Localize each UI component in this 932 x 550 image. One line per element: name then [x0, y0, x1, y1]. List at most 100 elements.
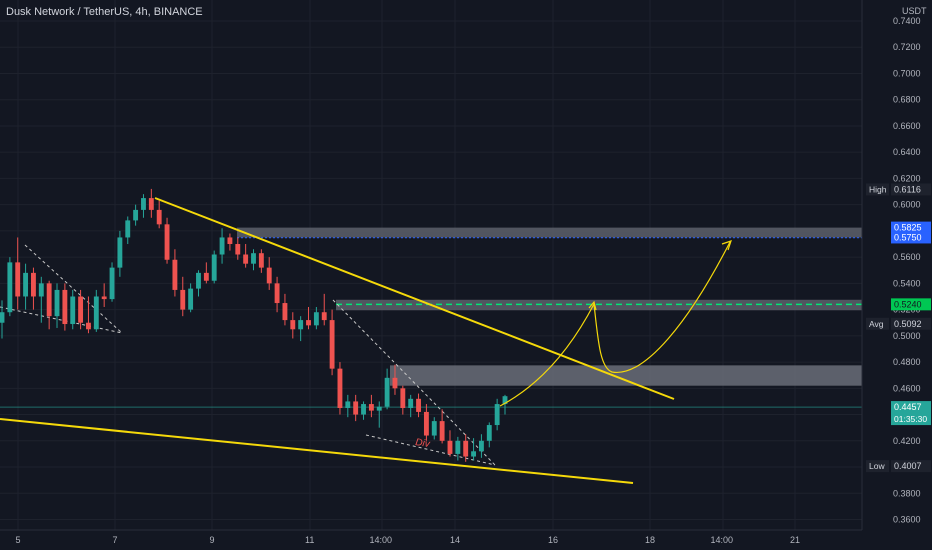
chart-title: Dusk Network / TetherUS, 4h, BINANCE: [6, 6, 203, 18]
current-price-value: 0.4457: [894, 402, 922, 412]
projection-arrow-path: [499, 241, 731, 407]
candle-body: [494, 404, 500, 426]
green-level-price-bg: [891, 298, 931, 311]
demand-zone: [390, 365, 862, 386]
candle-body: [408, 398, 414, 408]
candle-body: [148, 198, 154, 210]
y-tick-label: 0.7400: [893, 16, 921, 26]
candle-body: [392, 377, 398, 389]
candle-body: [368, 404, 374, 411]
currency-label: USDT: [902, 6, 927, 16]
x-tick-label: 14:00: [711, 535, 734, 545]
low-tag: Low: [869, 461, 885, 471]
current-countdown: 01:35:30: [894, 414, 927, 424]
high-tag-bg: [866, 183, 889, 196]
green-level-price: 0.5240: [894, 299, 922, 309]
candle-body: [290, 320, 296, 330]
candle-body: [306, 320, 311, 326]
candle-body: [274, 283, 280, 304]
arrowhead: [721, 240, 732, 251]
y-tick-label: 0.3600: [893, 515, 921, 525]
avg-tag-bg: [866, 317, 889, 330]
x-tick-label: 14: [450, 535, 460, 545]
low-value-bg: [891, 460, 931, 473]
descending-trendline: [154, 197, 675, 400]
candle-body: [243, 254, 249, 264]
candle-body: [78, 296, 84, 323]
y-tick-label: 0.5400: [893, 278, 921, 288]
wedge-dashed-line: [24, 244, 123, 334]
x-tick-label: 9: [210, 535, 215, 545]
candle-body: [86, 322, 91, 330]
candle-body: [329, 320, 335, 369]
x-tick-label: 7: [113, 535, 118, 545]
candle-body: [423, 411, 429, 436]
candle-body: [266, 267, 272, 284]
y-tick-label: 0.6000: [893, 200, 921, 210]
x-tick-label: 18: [645, 535, 655, 545]
high-tag: High: [869, 184, 887, 194]
div-annotation: Div: [415, 437, 432, 450]
y-tick-label: 0.4600: [893, 383, 921, 393]
x-tick-label: 21: [790, 535, 800, 545]
y-tick-label: 0.4200: [893, 436, 921, 446]
resistance-zone: [237, 227, 862, 238]
y-tick-label: 0.3800: [893, 488, 921, 498]
candle-body: [282, 303, 288, 321]
candle-body: [337, 368, 343, 408]
candle-body: [251, 253, 256, 264]
candle-body: [172, 259, 178, 290]
high-value-bg: [891, 183, 931, 196]
zone-top-price: 0.5825: [894, 223, 922, 233]
zone-top-price-bg: [891, 221, 931, 234]
candle-body: [439, 421, 445, 441]
zone-bottom-price: 0.5750: [894, 232, 922, 242]
support-trendline: [0, 418, 634, 484]
candle-body: [313, 312, 319, 326]
candle-body: [258, 253, 264, 268]
candle-body: [376, 406, 382, 411]
candle-body: [431, 421, 437, 436]
candle-body: [23, 272, 29, 297]
x-tick-label: 16: [548, 535, 558, 545]
candle-body: [180, 289, 186, 310]
candle-body: [125, 220, 131, 238]
price-axis-panel: [862, 0, 932, 550]
wedge-dashed-line: [332, 299, 496, 466]
candle-body: [384, 377, 390, 407]
candle-body: [133, 209, 139, 221]
candle-body: [7, 262, 13, 313]
candle-body: [0, 312, 5, 323]
candle-body: [235, 244, 241, 255]
candle-body: [156, 209, 162, 225]
y-tick-label: 0.7200: [893, 42, 921, 52]
candle-body: [117, 237, 123, 268]
zone-bottom-price-bg: [891, 231, 931, 244]
avg-value: 0.5092: [894, 319, 922, 329]
candle-body: [31, 272, 36, 297]
candle-body: [298, 320, 304, 330]
wedge-dashed-line: [0, 306, 123, 334]
arrowhead: [588, 300, 597, 311]
candle-body: [455, 440, 461, 454]
candle-body: [400, 388, 406, 408]
x-tick-label: 11: [305, 535, 314, 545]
x-tick-label: 5: [16, 535, 21, 545]
candle-body: [109, 267, 115, 300]
candle-body: [416, 398, 421, 412]
candle-body: [361, 404, 366, 415]
candle-body: [321, 312, 327, 321]
candle-body: [447, 440, 453, 454]
candle-body: [188, 288, 194, 310]
high-value: 0.6116: [894, 184, 921, 194]
candle-body: [203, 272, 209, 281]
y-tick-label: 0.6800: [893, 95, 921, 105]
candle-body: [478, 440, 484, 452]
y-tick-label: 0.5000: [893, 331, 921, 341]
candle-body: [353, 401, 359, 415]
candle-body: [196, 272, 201, 289]
candle-body: [101, 296, 107, 300]
candle-body: [471, 451, 476, 457]
y-tick-label: 0.5600: [893, 252, 921, 262]
